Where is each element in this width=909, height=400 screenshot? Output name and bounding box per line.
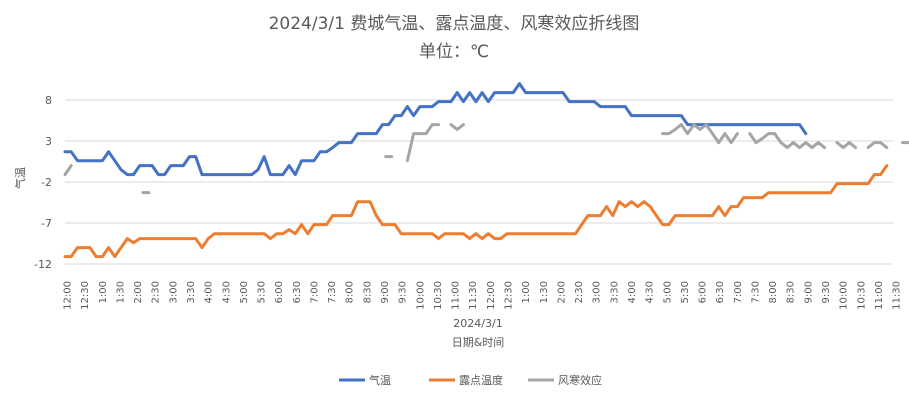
series-line: [63, 164, 889, 259]
x-tick-label: 11:00: [874, 281, 885, 310]
x-tick-label: 4:00: [627, 281, 638, 303]
y-tick-label: 8: [45, 94, 52, 107]
x-group-label: 2024/3/1: [453, 317, 502, 330]
legend: 气温 露点温度 风寒效应: [339, 373, 602, 387]
x-tick-label: 5:00: [662, 281, 673, 303]
x-tick-label: 3:00: [592, 281, 603, 303]
x-tick-label: 12:30: [80, 281, 91, 310]
x-tick-label: 5:30: [680, 281, 691, 303]
x-tick-label: 12:30: [504, 281, 515, 310]
legend-item: 风寒效应: [528, 373, 602, 387]
series-line: [63, 164, 73, 177]
gridlines: [65, 99, 893, 265]
x-tick-label: 1:30: [539, 281, 550, 303]
series-3: [63, 123, 909, 195]
x-tick-label: 10:00: [415, 281, 426, 310]
y-tick-label: 3: [45, 135, 52, 148]
x-tick-label: 9:00: [803, 281, 814, 303]
x-tick-label: 2:00: [556, 281, 567, 303]
y-axis-label: 气温: [13, 167, 27, 189]
x-tick-label: 5:00: [239, 281, 250, 303]
series-line: [63, 82, 808, 177]
legend-label: 风寒效应: [558, 373, 602, 387]
x-tick-label: 6:00: [698, 281, 709, 303]
x-tick-label: 3:30: [186, 281, 197, 303]
series-line: [405, 123, 440, 163]
series-2: [63, 164, 889, 259]
y-tick-label: -2: [41, 176, 52, 189]
legend-label: 气温: [369, 373, 391, 387]
x-tick-label: 11:30: [468, 281, 479, 310]
x-tick-label: 7:00: [733, 281, 744, 303]
chart-subtitle: 单位：℃: [419, 42, 489, 62]
x-tick-label: 7:30: [750, 281, 761, 303]
series-line: [835, 141, 858, 150]
x-tick-label: 12:00: [486, 281, 497, 310]
plot-area: [63, 82, 909, 259]
x-tick-label: 11:00: [451, 281, 462, 310]
series-line: [748, 132, 826, 150]
x-tick-label: 1:00: [521, 281, 532, 303]
x-tick-label: 1:30: [115, 281, 126, 303]
x-tick-label: 9:30: [398, 281, 409, 303]
y-tick-label: -7: [41, 217, 52, 230]
x-tick-label: 6:30: [292, 281, 303, 303]
x-tick-label: 4:00: [204, 281, 215, 303]
x-tick-label: 2:30: [151, 281, 162, 303]
x-tick-label: 9:30: [821, 281, 832, 303]
x-tick-label: 3:30: [609, 281, 620, 303]
x-tick-label: 3:00: [168, 281, 179, 303]
series-line: [449, 123, 465, 131]
series-line: [866, 141, 889, 150]
x-tick-label: 4:30: [221, 281, 232, 303]
x-axis-label: 日期&时间: [452, 336, 505, 349]
x-tick-label: 8:00: [768, 281, 779, 303]
series-line: [661, 123, 739, 145]
x-tick-label: 8:00: [345, 281, 356, 303]
x-tick-label: 10:30: [433, 281, 444, 310]
x-tick-label: 7:30: [327, 281, 338, 303]
x-tick-labels: 12:00 12:30 1:00 1:30 2:00 2:30 3:00 3:30 4:00 4:…: [63, 281, 903, 310]
chart-title: 2024/3/1 费城气温、露点温度、风寒效应折线图: [269, 14, 640, 34]
x-tick-label: 4:30: [645, 281, 656, 303]
y-tick-labels: 8 3 -2 -7 -12: [34, 94, 52, 271]
x-tick-label: 9:00: [380, 281, 391, 303]
x-tick-label: 12:00: [63, 281, 74, 310]
x-tick-label: 5:30: [257, 281, 268, 303]
legend-item: 露点温度: [429, 373, 503, 387]
x-tick-label: 10:00: [839, 281, 850, 310]
x-tick-label: 8:30: [362, 281, 373, 303]
legend-item: 气温: [339, 373, 391, 387]
x-tick-label: 11:30: [892, 281, 903, 310]
x-tick-label: 10:30: [856, 281, 867, 310]
legend-label: 露点温度: [459, 373, 503, 387]
y-tick-label: -12: [34, 258, 52, 271]
x-tick-label: 1:00: [98, 281, 109, 303]
x-tick-label: 2:00: [133, 281, 144, 303]
x-tick-label: 2:30: [574, 281, 585, 303]
x-tick-label: 6:30: [715, 281, 726, 303]
x-tick-label: 8:30: [786, 281, 797, 303]
x-tick-label: 7:00: [309, 281, 320, 303]
series-1: [63, 82, 808, 177]
x-tick-label: 6:00: [274, 281, 285, 303]
